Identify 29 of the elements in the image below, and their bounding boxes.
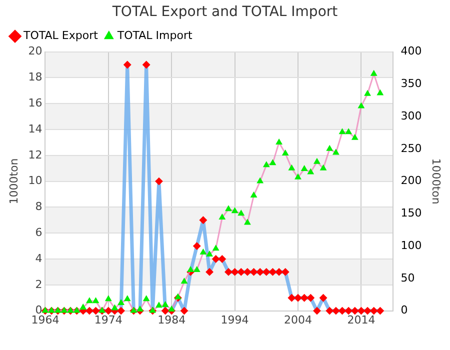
y-tick-label: 8 — [35, 200, 42, 214]
y2-tick-label: 400 — [400, 44, 422, 58]
y2-tick-label: 100 — [400, 238, 422, 252]
y2-axis-title: 1000ton — [430, 158, 443, 204]
legend-label: TOTAL Import — [116, 29, 193, 42]
y-tick-label: 10 — [28, 174, 42, 188]
x-tick-label: 2014 — [347, 313, 376, 326]
y2-tick-label: 250 — [400, 142, 422, 155]
x-tick-label: 2004 — [284, 313, 312, 326]
y-tick-label: 18 — [28, 70, 42, 84]
y2-tick-label: 300 — [400, 109, 422, 122]
y-tick-label: 4 — [35, 252, 42, 265]
y-tick-label: 20 — [28, 44, 42, 58]
y-tick-label: 12 — [28, 148, 42, 162]
y2-tick-label: 200 — [400, 174, 422, 188]
y2-tick-label: 150 — [400, 206, 422, 220]
x-tick-label: 1974 — [94, 313, 122, 326]
legend-label: TOTAL Export — [22, 29, 99, 42]
y-tick-label: 14 — [28, 122, 42, 136]
y-tick-label: 6 — [35, 226, 42, 239]
y2-tick-label: 350 — [400, 77, 422, 90]
x-tick-label: 1984 — [158, 313, 186, 326]
chart-title: TOTAL Export and TOTAL Import — [111, 4, 338, 20]
y-tick-label: 2 — [35, 278, 42, 291]
y-tick-label: 16 — [28, 96, 42, 110]
y2-tick-label: 0 — [400, 304, 408, 317]
y2-tick-label: 50 — [400, 271, 415, 284]
x-tick-label: 1994 — [220, 313, 249, 326]
y-axis-title: 1000ton — [7, 158, 20, 204]
